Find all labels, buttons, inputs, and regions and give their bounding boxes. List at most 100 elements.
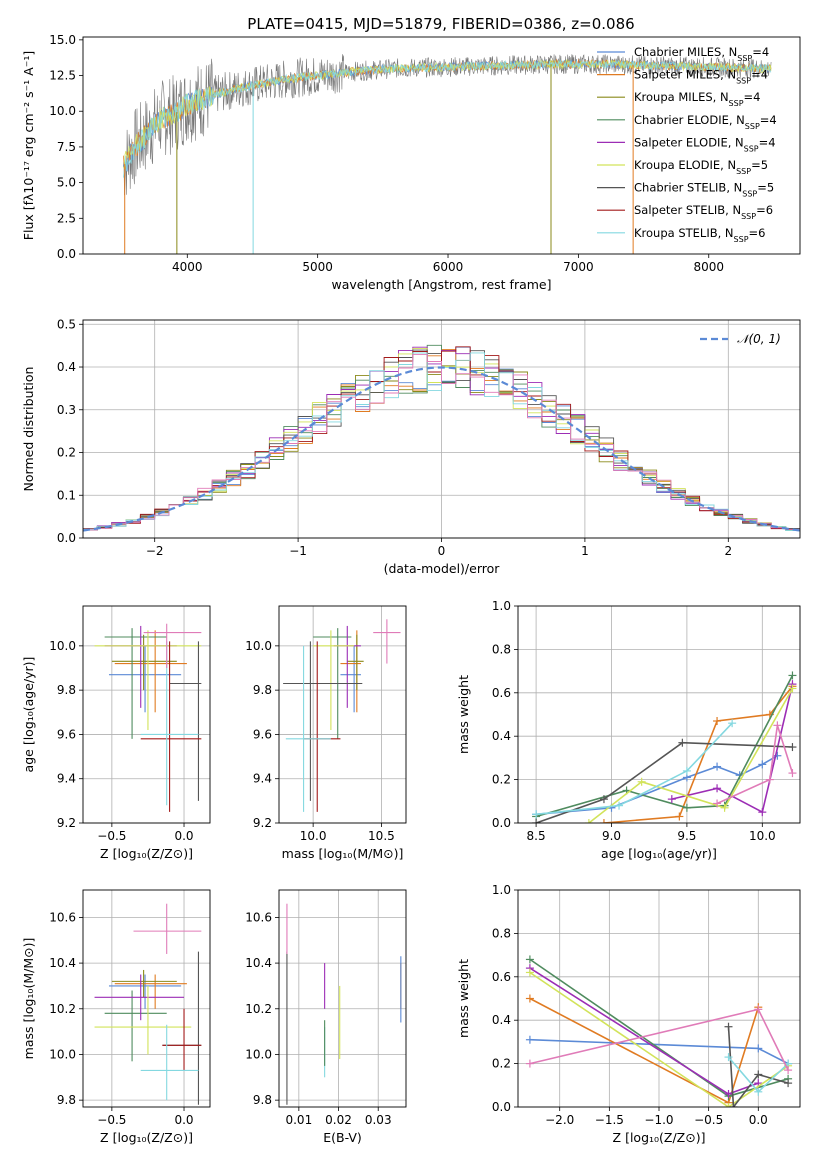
age_vs_mass-panel: 10.0 10.5 9.2 9.4 9.6 9.8 10.0 mass [log₁₀(M/M⊙…: [245, 605, 407, 861]
y-tick-label: 0.0: [57, 247, 76, 261]
gaussian-curve: [83, 366, 800, 532]
y-tick-label: 10.4: [245, 956, 272, 970]
y-tick-label: 9.8: [57, 1093, 76, 1107]
legend-label: 𝒩(0, 1): [737, 332, 781, 346]
x-tick-label: 10.0: [749, 829, 776, 843]
y-axis-label: Normed distribution: [21, 367, 36, 492]
mass_vs_Z-panel: −0.5 0.0 9.8 10.0 10.2 10.4 10.6 Z [log₁₀(Z/Z⊙)…: [21, 889, 211, 1145]
series-line-kroupa_elodie: [529, 971, 789, 1107]
mass_weight_vs_age-panel: 8.5 9.0 9.5 10.0 0.0 0.2 0.4 0.6 0.8 1.0 age [log₁…: [456, 599, 801, 861]
x-tick-label: 0.03: [365, 1113, 392, 1127]
age_vs_Z-panel: −0.5 0.0 9.2 9.4 9.6 9.8 10.0 Z [log₁₀(Z/Z⊙)] ag…: [21, 605, 211, 861]
y-tick-label: 9.6: [57, 727, 76, 741]
mass_vs_ebv-panel: 0.01 0.02 0.03 9.8 10.0 10.2 10.4 10.6 E(B-V): [245, 889, 407, 1145]
observed-spectrum: [123, 54, 772, 196]
y-tick-label: 10.6: [49, 910, 76, 924]
residuals-plot: [83, 344, 800, 532]
x-tick-label: 0.0: [749, 1113, 768, 1127]
legend-label: Salpeter STELIB, NSSP=6: [634, 203, 773, 221]
axes-frame: [82, 36, 801, 255]
y-tick-label: 5.0: [57, 176, 76, 190]
x-tick-label: 5000: [302, 260, 333, 274]
y-tick-label: 9.2: [253, 816, 272, 830]
y-tick-label: 0.1: [57, 488, 76, 502]
axes-frame: [517, 605, 801, 824]
y-tick-label: 0.2: [492, 1057, 511, 1071]
x-tick-label: −1.5: [595, 1113, 624, 1127]
y-tick-label: 0.4: [492, 1013, 511, 1027]
series-line-salpeter_elodie: [671, 683, 794, 814]
x-tick-label: 10.0: [300, 829, 327, 843]
x-tick-label: −1.0: [644, 1113, 673, 1127]
spectrum-panel: 4000 5000 6000 7000 8000 0.0 2.5 5.0 7.5 10.0 12.5…: [21, 33, 801, 292]
mass_vs_Z-plot: [94, 903, 202, 1105]
residuals-panel: −2 −1 0 1 2 0.0 0.1 0.2 0.3 0.4 0.5 (data-model)/er…: [21, 317, 801, 576]
y-tick-label: 0.4: [57, 360, 76, 374]
y-tick-label: 10.0: [49, 104, 76, 118]
y-axis-label: mass weight: [456, 959, 471, 1038]
y-tick-label: 0.5: [57, 317, 76, 331]
x-tick-label: 6000: [433, 260, 464, 274]
axes-frame: [278, 605, 407, 824]
x-tick-label: 1: [581, 544, 589, 558]
x-tick-label: 8000: [693, 260, 724, 274]
x-tick-label: −2: [146, 544, 164, 558]
x-axis-label: Z [log₁₀(Z/Z⊙)]: [100, 846, 193, 861]
legend-label: Chabrier STELIB, NSSP=5: [634, 181, 774, 199]
y-tick-label: 9.4: [253, 772, 272, 786]
x-tick-label: 7000: [563, 260, 594, 274]
mass_weight_vs_Z-panel: −2.0 −1.5 −1.0 −0.5 0.0 0.0 0.2 0.4 0.6 0.8 1.0 Z […: [456, 883, 801, 1145]
y-tick-label: 10.0: [245, 1047, 272, 1061]
x-tick-label: −0.5: [97, 1113, 126, 1127]
y-tick-label: 10.2: [245, 1002, 272, 1016]
y-tick-label: 0.2: [57, 446, 76, 460]
series-line-kroupa_elodie: [588, 688, 794, 823]
y-axis-label: Flux [fλ10⁻¹⁷ erg cm⁻² s⁻¹ A⁻¹]: [21, 51, 36, 240]
series-line-kroupa_stelib: [536, 722, 733, 816]
x-tick-label: 2: [724, 544, 732, 558]
series-line-pink: [716, 725, 794, 805]
mass_weight_vs_Z-plot: [525, 955, 793, 1107]
x-tick-label: 8.5: [527, 829, 546, 843]
y-tick-label: 0.6: [492, 686, 511, 700]
spectrum-legend: Chabrier MILES, NSSP=4 Salpeter MILES, NS…: [597, 45, 777, 243]
y-tick-label: 0.4: [492, 729, 511, 743]
axes-frame: [517, 889, 801, 1108]
y-axis-label: mass [log₁₀(M/M⊙)]: [21, 938, 36, 1060]
y-tick-label: 0.0: [492, 1100, 511, 1114]
y-tick-label: 0.3: [57, 403, 76, 417]
axes-frame: [278, 889, 407, 1108]
x-tick-label: 4000: [172, 260, 203, 274]
y-tick-label: 0.2: [492, 773, 511, 787]
figure-title: PLATE=0415, MJD=51879, FIBERID=0386, z=0…: [247, 15, 634, 33]
y-tick-label: 10.0: [49, 1047, 76, 1061]
legend-label: Salpeter MILES, NSSP=4: [634, 68, 768, 86]
x-tick-label: 10.5: [368, 829, 395, 843]
x-axis-label: Z [log₁₀(Z/Z⊙)]: [100, 1130, 193, 1145]
mass_weight_vs_age-plot: [532, 671, 797, 823]
y-tick-label: 9.6: [253, 727, 272, 741]
x-tick-label: 0.02: [325, 1113, 352, 1127]
x-tick-label: −2.0: [545, 1113, 574, 1127]
x-tick-label: 0.01: [285, 1113, 312, 1127]
x-axis-label: age [log₁₀(age/yr)]: [601, 846, 717, 861]
y-tick-label: 10.6: [245, 910, 272, 924]
age_vs_Z-plot: [94, 623, 202, 812]
axes-frame: [82, 605, 211, 824]
x-tick-label: 0.0: [174, 829, 193, 843]
y-tick-label: 10.2: [49, 1002, 76, 1016]
x-tick-label: −1: [289, 544, 307, 558]
x-tick-label: −0.5: [97, 829, 126, 843]
x-axis-label: Z [log₁₀(Z/Z⊙)]: [613, 1130, 706, 1145]
y-tick-label: 0.8: [492, 926, 511, 940]
axes-frame: [82, 319, 801, 539]
x-tick-label: 9.0: [602, 829, 621, 843]
y-tick-label: 12.5: [49, 69, 76, 83]
y-tick-label: 10.0: [245, 639, 272, 653]
axes-frame: [82, 889, 211, 1108]
y-tick-label: 7.5: [57, 140, 76, 154]
y-tick-label: 1.0: [492, 883, 511, 897]
legend-label: Chabrier ELODIE, NSSP=4: [634, 113, 777, 131]
y-tick-label: 0.0: [57, 531, 76, 545]
